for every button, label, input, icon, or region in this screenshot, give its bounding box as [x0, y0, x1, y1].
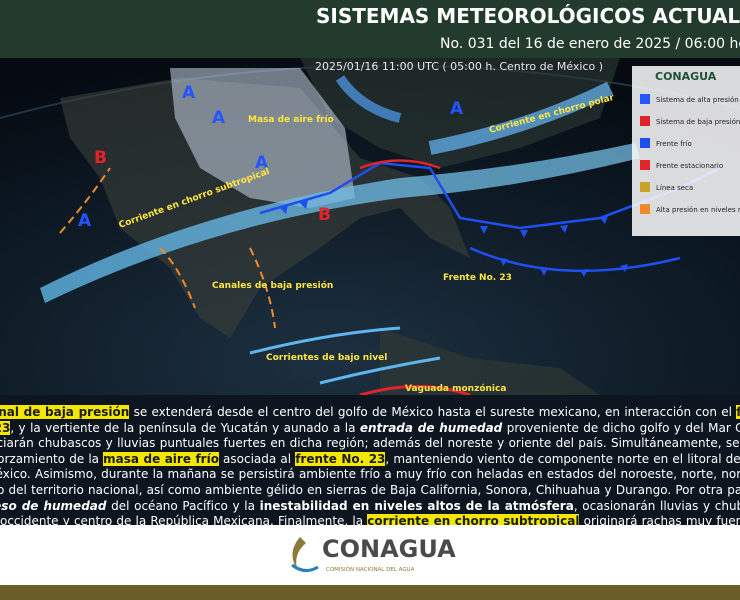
text-segment: frente No. 23	[295, 451, 386, 466]
trough	[249, 247, 276, 329]
cold-front	[469, 246, 681, 273]
high-marker: A	[212, 108, 226, 128]
text-segment: originará rachas muy fuertes de viento e…	[583, 514, 740, 525]
subtitle: No. 031 del 16 de enero de 2025 / 06:00 …	[440, 36, 740, 52]
map-label: Masa de aire frío	[248, 115, 334, 125]
text-segment: asociada al	[218, 451, 296, 466]
land	[380, 328, 600, 395]
legend-swatch	[640, 160, 650, 170]
text-segment: inestabilidad en niveles altos de la atm…	[259, 498, 574, 513]
high-marker: A	[450, 99, 464, 119]
legend-swatch	[640, 116, 650, 126]
low-level-flow	[319, 356, 441, 385]
footer-tagline: COMISIÓN NACIONAL DEL AGUA	[326, 566, 415, 573]
footer: CONAGUA COMISIÓN NACIONAL DEL AGUA	[0, 525, 740, 585]
cold-air-mass	[170, 68, 355, 208]
monsoon-trough	[359, 385, 471, 395]
polar-jet	[428, 81, 614, 155]
high-marker: A	[255, 153, 269, 173]
logo: CONAGUA	[655, 70, 717, 83]
title: SISTEMAS METEOROLÓGICOS ACTUALES	[316, 4, 740, 28]
legend: CONAGUA Sistema de alta presión Sistema d…	[632, 66, 740, 236]
paragraph: El canal de baja presión se extenderá de…	[0, 405, 740, 525]
trough	[159, 247, 196, 309]
map-label: Vaguada monzónica	[405, 383, 506, 394]
text-segment: ingreso de humedad	[0, 498, 107, 513]
legend-swatch	[640, 204, 650, 214]
text-segment: masa de aire frío	[103, 451, 219, 466]
text-segment: El canal de baja presión	[0, 405, 130, 419]
map-label: Corrientes de bajo nivel	[266, 353, 387, 363]
high-marker: A	[182, 83, 196, 103]
footer-logo: CONAGUA COMISIÓN NACIONAL DEL AGUA	[291, 535, 456, 573]
legend-label: Sistema de baja presión	[656, 118, 740, 126]
footer-logo-text: CONAGUA	[322, 535, 456, 563]
legend-label: Alta presión en niveles medios de la atm…	[656, 206, 740, 214]
logo-mark	[291, 563, 319, 572]
text-segment: del océano Pacífico y la	[106, 498, 260, 513]
legend-swatch	[640, 138, 650, 148]
bottom-strip	[0, 585, 740, 600]
text-segment: , y la vertiente de la península de Yuca…	[10, 420, 360, 435]
legend-label: Frente frío	[656, 140, 692, 148]
legend-label: Línea seca	[656, 184, 693, 192]
weather-map: A A A A A B B 2025/01/16 11:00 UTC ( 05:…	[0, 58, 740, 395]
low-level-flow	[249, 326, 401, 355]
legend-label: Frente estacionario	[656, 162, 723, 170]
high-marker: A	[78, 211, 92, 231]
legend-label: Sistema de alta presión	[656, 96, 739, 104]
text-segment: , ocasionarán lluvias y chubascos en el …	[0, 498, 740, 525]
map-label: Canales de baja presión	[212, 280, 333, 291]
trough	[59, 167, 111, 234]
logo-mark	[292, 537, 306, 571]
flow-arrow	[335, 75, 402, 123]
text-segment: proveniente de dicho golfo y del Mar Car…	[0, 420, 740, 466]
legend-swatch	[640, 94, 650, 104]
text-segment: entrada de humedad	[359, 420, 503, 435]
low-marker: B	[318, 205, 331, 225]
description: El canal de baja presión se extenderá de…	[0, 395, 740, 525]
text-segment: se extenderá desde el centro del golfo d…	[129, 405, 737, 419]
low-marker: B	[94, 148, 107, 168]
legend-swatch	[640, 182, 650, 192]
land	[300, 58, 620, 168]
subtropical-jet	[40, 143, 640, 303]
warm-front	[359, 159, 441, 170]
timestamp: 2025/01/16 11:00 UTC ( 05:00 h. Centro d…	[315, 60, 603, 73]
header: SISTEMAS METEOROLÓGICOS ACTUALES No. 031…	[0, 0, 740, 58]
text-segment: , manteniendo viento de componente norte…	[0, 451, 740, 497]
text-segment: corriente en chorro subtropical	[367, 514, 580, 525]
map-label: Frente No. 23	[443, 273, 512, 283]
